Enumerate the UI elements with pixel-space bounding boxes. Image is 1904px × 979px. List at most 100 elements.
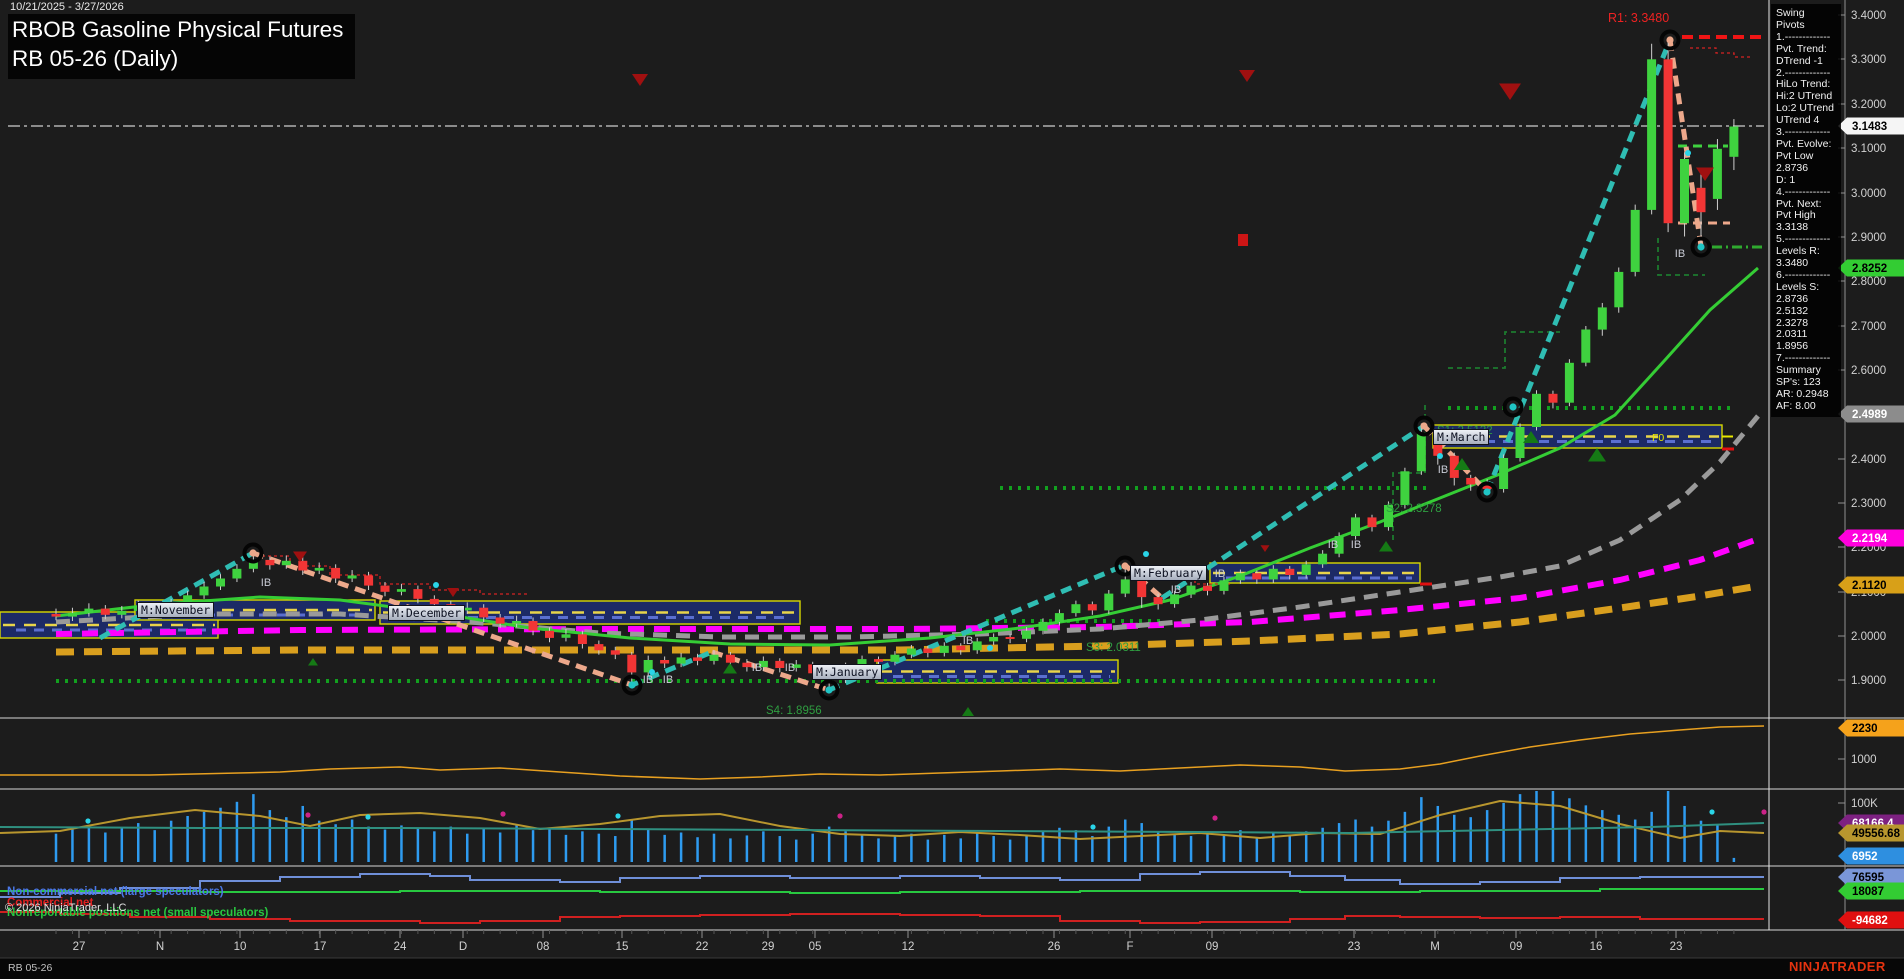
candle (1433, 433, 1443, 456)
candle (216, 578, 225, 587)
x-axis-label: 15 (616, 941, 629, 953)
inside-bar-label: IB (643, 674, 653, 686)
swing-zigzag-up (1484, 39, 1673, 493)
price-axis-label: 1000 (1851, 754, 1877, 766)
swing-pivot-dot-icon (1697, 243, 1705, 251)
cot-commercial-line (0, 911, 1764, 924)
candle (314, 567, 324, 571)
inside-bar-label: IB (1215, 568, 1225, 580)
swing-zigzag-up (98, 550, 255, 641)
x-axis-label: 09 (1510, 941, 1523, 953)
candle (1120, 579, 1130, 594)
open-interest-line (0, 822, 1765, 835)
volume-ma-line (0, 799, 1765, 841)
candle (1400, 471, 1410, 505)
status-bar (0, 958, 1904, 979)
candle (1532, 393, 1541, 427)
sell-marker-icon (1260, 545, 1270, 552)
candle (1564, 362, 1574, 403)
month-band-label[interactable]: M:February (1130, 565, 1208, 581)
candle (298, 560, 308, 571)
candle (1334, 536, 1344, 554)
sell-marker-icon (632, 74, 648, 86)
candle (1235, 573, 1245, 581)
candle (1696, 187, 1706, 213)
candle (709, 654, 719, 661)
price-tag-value: 76595 (1852, 872, 1885, 884)
cot-nonreportable-line (0, 888, 1764, 894)
candle (1466, 477, 1476, 485)
candle (331, 567, 341, 579)
x-axis-label: 12 (902, 941, 915, 953)
candle (1186, 585, 1196, 595)
month-band-label[interactable]: M:December (388, 604, 466, 621)
candle (775, 660, 785, 668)
support-label: S3: 2.0311 (1086, 642, 1141, 654)
candle (1729, 126, 1739, 157)
price-tag-value: 49556.68 (1852, 828, 1901, 840)
candle (1170, 594, 1180, 605)
candle (248, 559, 258, 569)
month-band-label[interactable]: M:November (137, 602, 215, 618)
month-band-label[interactable]: M:January (812, 663, 883, 680)
swing-pivot-dot-icon (249, 549, 257, 557)
volume-signal-dot-icon (1761, 809, 1767, 815)
volume-signal-dot-icon (85, 818, 91, 824)
x-axis-label: 24 (394, 941, 407, 953)
price-tag (1838, 911, 1904, 929)
candle (1548, 393, 1558, 403)
candle (1351, 517, 1360, 536)
price-tag (1838, 576, 1904, 594)
candle (956, 645, 966, 651)
month-band-label[interactable]: M:March (1433, 428, 1490, 445)
chart-title: RBOB Gasoline Physical Futures RB 05-26 … (8, 14, 356, 79)
x-axis-label: 09 (1206, 941, 1219, 953)
candle (68, 613, 77, 617)
candle (51, 613, 61, 617)
candle (1384, 505, 1393, 528)
inside-bar-label: IB (663, 674, 673, 686)
candle (1104, 593, 1114, 611)
price-axis-label: 2.8000 (1851, 276, 1886, 288)
support-label: S4: 1.8956 (766, 705, 822, 717)
support-step-line (1448, 331, 1560, 369)
candle (1449, 455, 1459, 478)
swing-pivot-dot-icon (1121, 562, 1129, 570)
candle (725, 654, 735, 663)
inside-bar-dot-icon (433, 582, 439, 588)
candle (396, 589, 406, 592)
inside-bar-label: IB (752, 662, 762, 674)
volume-signal-dot-icon (1709, 809, 1715, 815)
inside-bar-label: IB (1171, 584, 1181, 596)
inside-bar-dot-icon (1143, 551, 1149, 557)
candle (923, 648, 933, 653)
buy-marker-icon (1454, 458, 1470, 470)
candle (1482, 484, 1492, 489)
price-tag (1838, 405, 1904, 423)
candle (512, 621, 522, 624)
ma-line-490 (55, 536, 1760, 637)
candle (643, 660, 653, 673)
price-tag (1838, 529, 1904, 547)
swing-pivot-dot-icon (1420, 422, 1428, 430)
volume-signal-dot-icon (615, 813, 621, 819)
candle (1301, 564, 1311, 575)
candle (1597, 307, 1607, 330)
price-tag-value: 2230 (1852, 723, 1878, 735)
candle (791, 664, 801, 668)
swing-pivot-circle (621, 674, 643, 696)
price-axis-label: 3.2000 (1851, 99, 1886, 111)
candle (545, 630, 554, 638)
x-axis-label: 05 (809, 941, 822, 953)
x-axis-label: 17 (314, 941, 327, 953)
inside-bar-label: IB (1351, 539, 1361, 551)
swing-pivot-circle (1690, 236, 1712, 258)
price-axis-label: 2.4000 (1851, 454, 1886, 466)
candle (660, 660, 670, 664)
candle (1005, 637, 1015, 639)
x-axis-label: 26 (1048, 941, 1061, 953)
candle (1499, 458, 1509, 489)
copyright-text: © 2026 NinjaTrader, LLC (5, 902, 127, 914)
inside-bar-dot-icon (649, 669, 655, 675)
inside-bar-dot-icon (1437, 453, 1443, 459)
